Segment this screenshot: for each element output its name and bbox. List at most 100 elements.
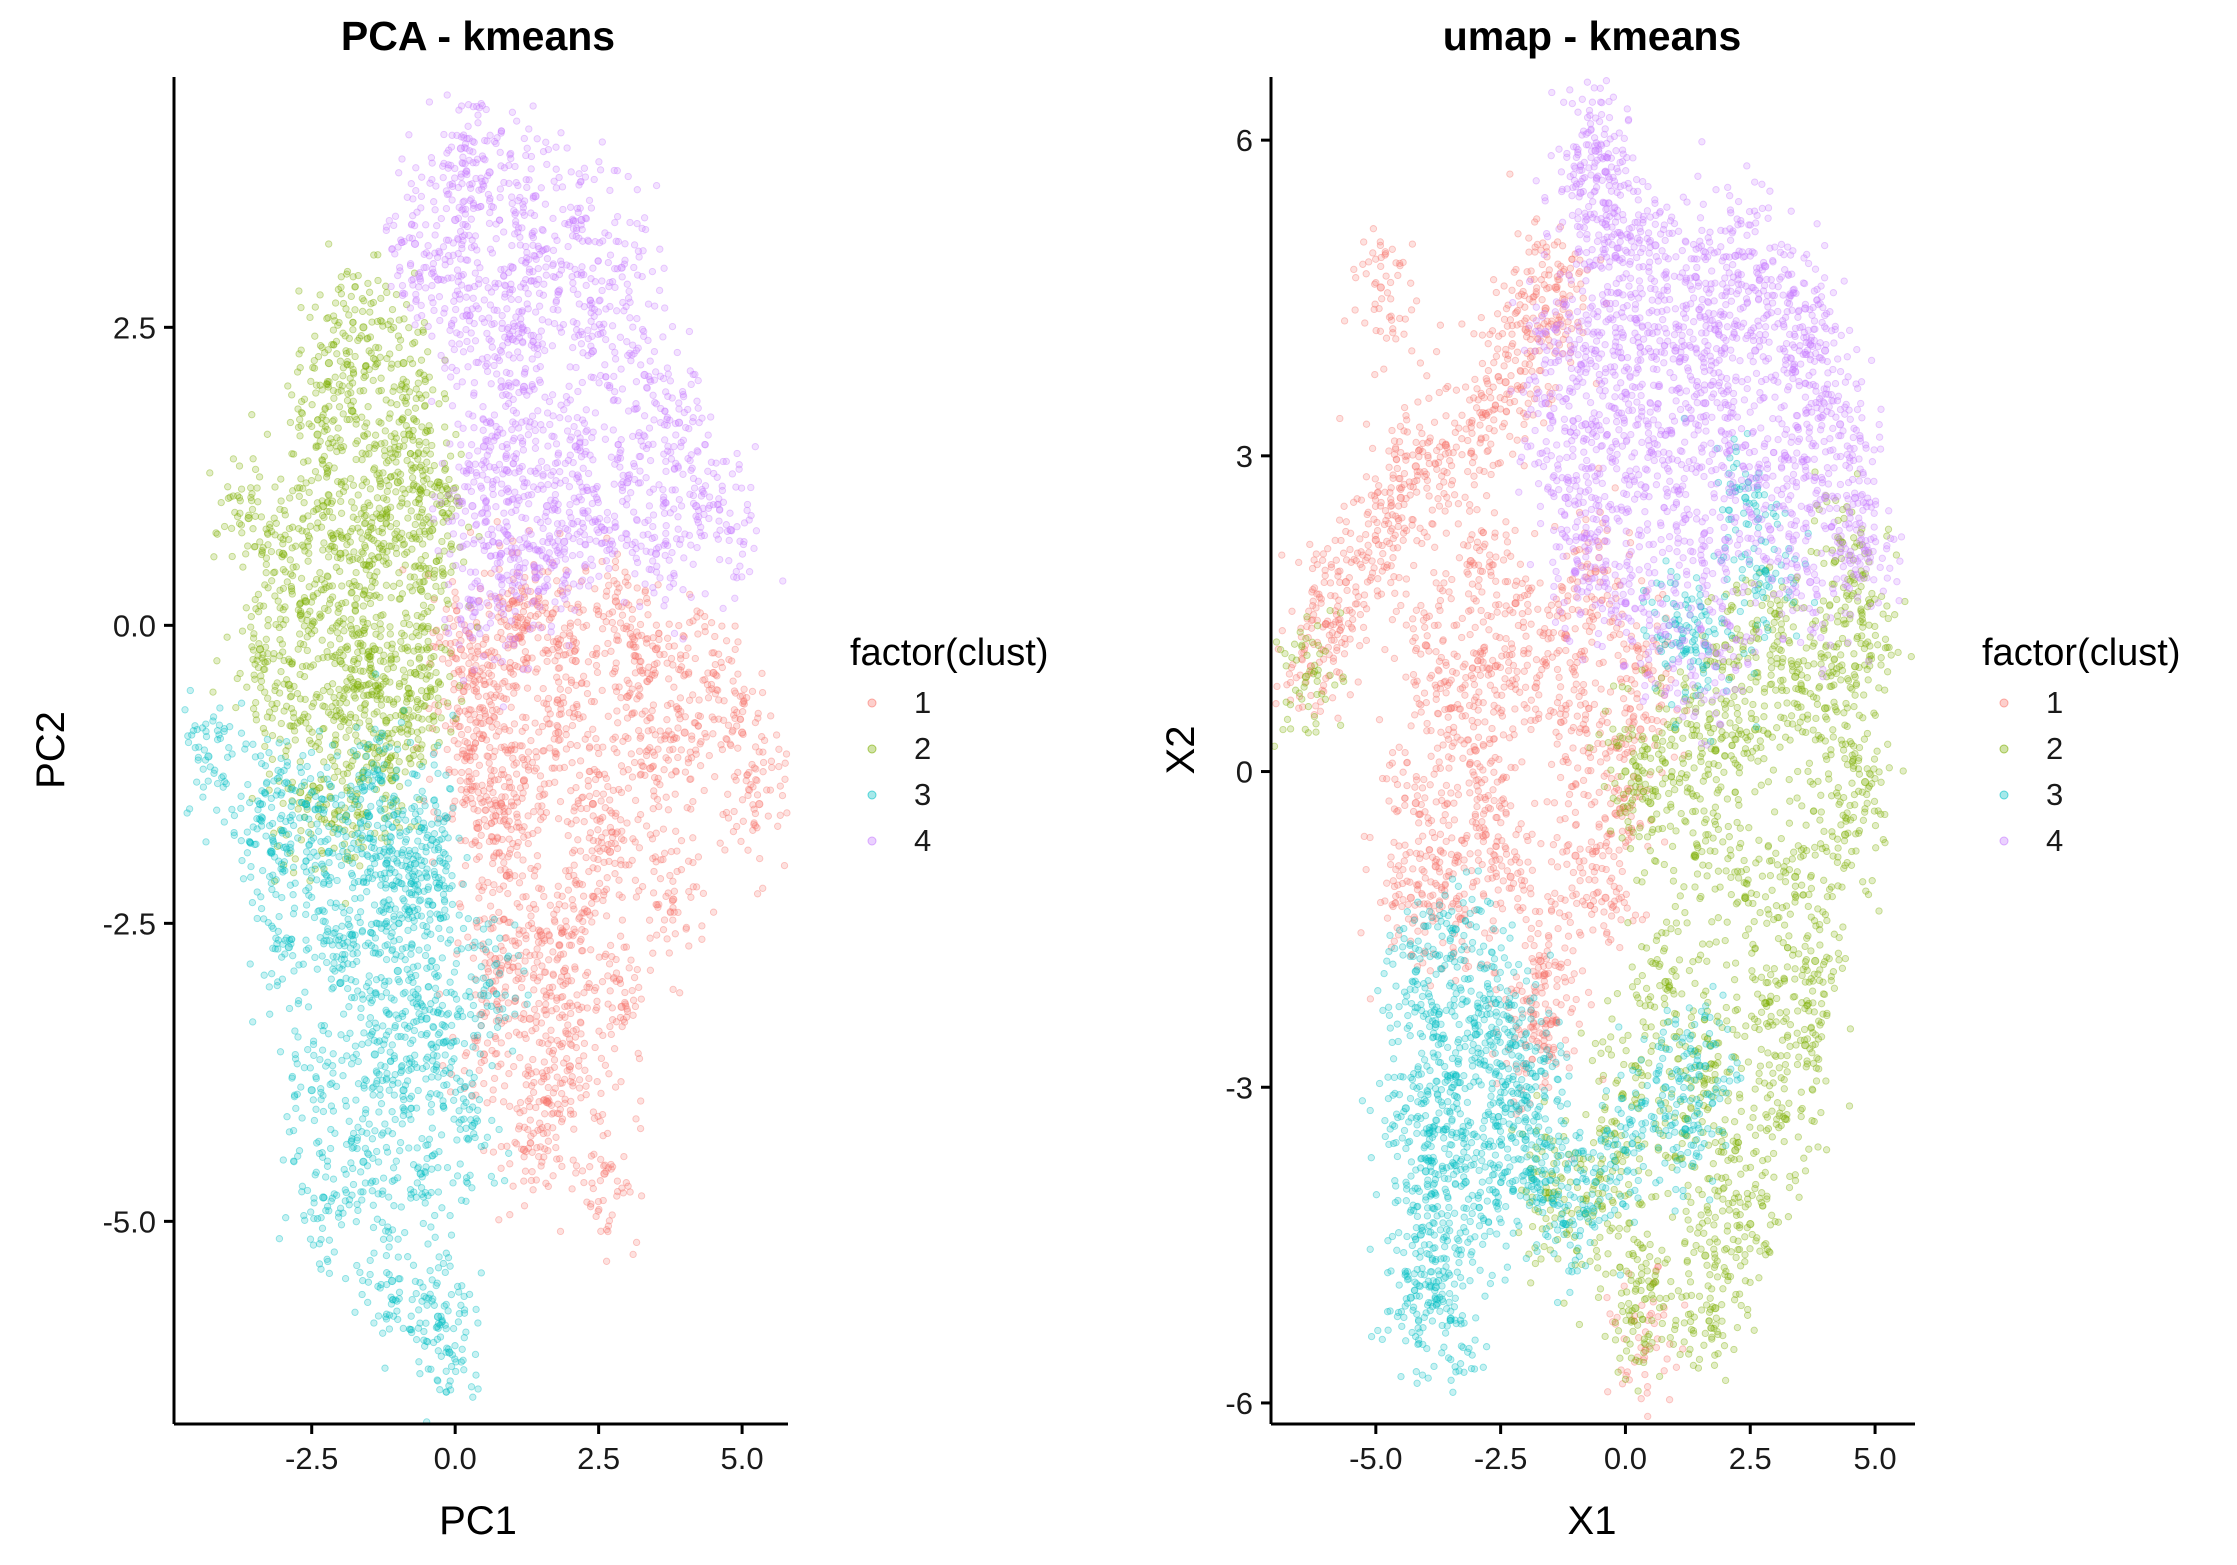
density-point (521, 782, 530, 790)
density-point (327, 794, 336, 803)
density-point (369, 1154, 377, 1162)
data-point (324, 359, 333, 368)
density-point (600, 1162, 608, 1170)
density-point (204, 777, 212, 785)
density-point (441, 466, 449, 474)
density-point (467, 1383, 476, 1391)
density-point (300, 640, 308, 649)
density-point (602, 950, 610, 958)
density-point (637, 657, 645, 666)
density-point (329, 965, 337, 973)
density-point (579, 606, 587, 614)
density-point (474, 1319, 482, 1327)
density-point (267, 794, 275, 803)
density-point (576, 757, 585, 765)
density-point (429, 713, 437, 721)
density-point (312, 389, 320, 397)
density-point (295, 287, 303, 295)
density-point (778, 791, 787, 800)
density-point (429, 1051, 438, 1059)
density-point (611, 1083, 620, 1091)
density-point (209, 713, 218, 721)
density-point (473, 726, 481, 735)
density-point (619, 1015, 628, 1024)
density-point (332, 731, 340, 739)
density-point (421, 1188, 429, 1197)
density-point (329, 1069, 337, 1077)
density-point (419, 601, 428, 609)
density-point (660, 766, 668, 774)
density-point (375, 646, 384, 654)
density-point (299, 960, 307, 968)
density-point (634, 815, 642, 824)
density-point (575, 880, 584, 888)
density-point (479, 704, 487, 712)
density-point (447, 1290, 456, 1299)
density-point (386, 1057, 395, 1066)
plot-points (181, 91, 791, 1426)
density-point (316, 1055, 324, 1064)
density-point (488, 723, 496, 731)
density-point (237, 729, 246, 737)
density-point (636, 620, 645, 629)
density-point (356, 894, 365, 902)
density-point (452, 995, 461, 1003)
density-point (455, 900, 464, 908)
density-point (623, 573, 631, 582)
density-point (294, 805, 302, 813)
density-point (574, 618, 582, 626)
density-point (537, 815, 545, 824)
density-point (489, 1095, 497, 1104)
density-point (479, 719, 487, 727)
density-point (400, 619, 408, 628)
density-point (343, 357, 352, 366)
density-point (336, 357, 345, 365)
density-point (287, 692, 296, 700)
density-point (439, 1069, 448, 1077)
density-point (558, 1089, 566, 1098)
density-point (423, 873, 431, 882)
density-point (540, 968, 549, 976)
density-point (492, 691, 500, 699)
density-point (436, 1333, 445, 1341)
density-point (397, 718, 406, 727)
density-point (518, 794, 526, 802)
density-point (277, 667, 285, 676)
density-point (571, 647, 579, 655)
density-point (288, 391, 296, 399)
density-point (260, 658, 268, 666)
density-point (350, 548, 358, 556)
density-point (539, 684, 547, 693)
density-point (633, 965, 641, 974)
density-point (543, 715, 551, 723)
density-point (332, 337, 341, 346)
density-point (438, 655, 447, 663)
density-point (333, 434, 341, 442)
density-point (392, 488, 400, 496)
density-point (455, 630, 464, 639)
density-point (483, 752, 491, 760)
density-point (677, 837, 686, 845)
density-point (363, 335, 371, 343)
density-point (522, 713, 530, 722)
density-point (508, 741, 516, 750)
density-point (292, 1104, 300, 1113)
density-point (604, 972, 612, 980)
density-point (568, 1185, 576, 1193)
density-point (453, 1136, 461, 1144)
density-point (262, 569, 270, 577)
density-point (428, 1165, 436, 1173)
density-point (399, 666, 408, 674)
density-point (325, 1236, 334, 1244)
density-point (665, 675, 673, 683)
density-point (602, 829, 610, 837)
density-point (563, 1067, 571, 1075)
density-point (407, 1190, 415, 1198)
density-point (393, 745, 402, 753)
density-point (471, 739, 480, 747)
density-point (576, 847, 585, 855)
density-point (232, 703, 240, 712)
density-point (632, 893, 641, 901)
density-point (373, 494, 382, 502)
density-point (627, 956, 635, 964)
